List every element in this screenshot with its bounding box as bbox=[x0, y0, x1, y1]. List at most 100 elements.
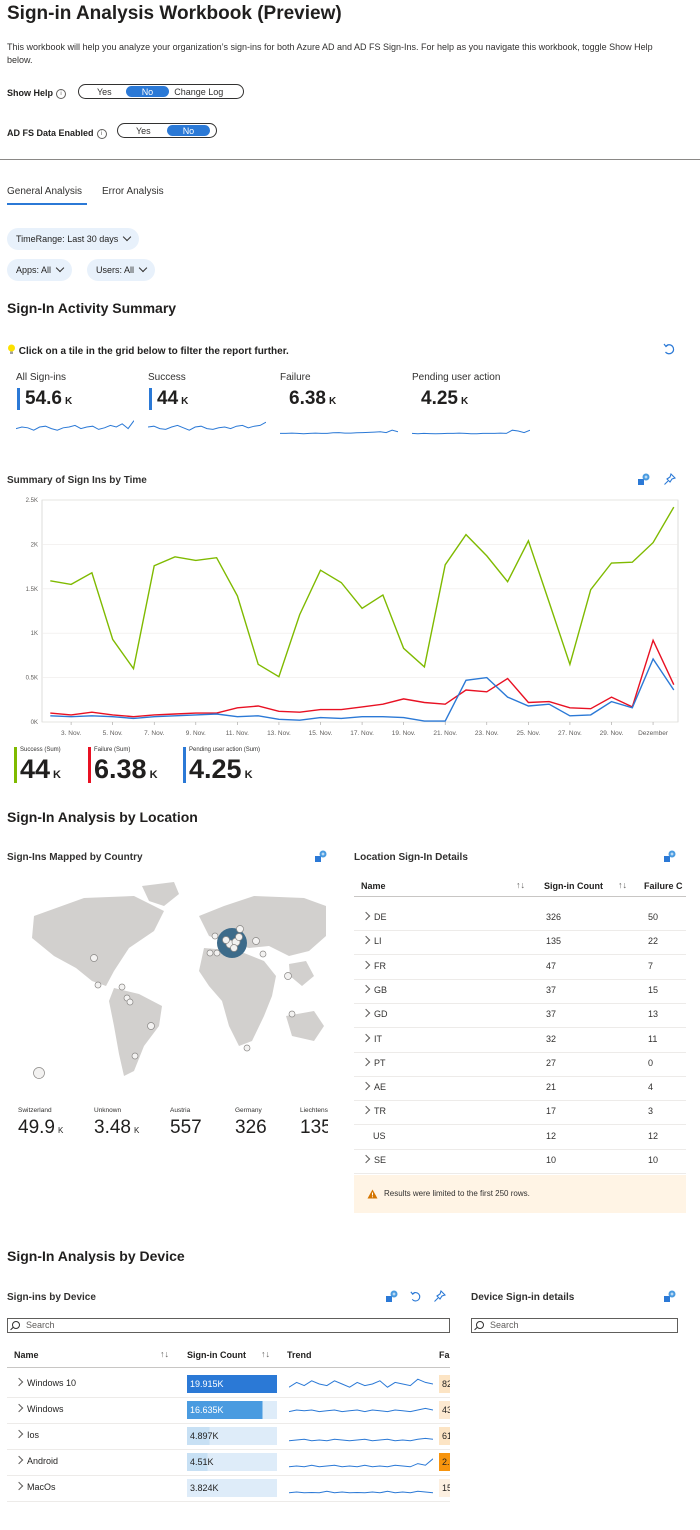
table-row[interactable]: GB 37 15 bbox=[354, 982, 686, 1004]
table-row[interactable]: DE 326 50 bbox=[354, 909, 686, 931]
table-row[interactable]: MacOs 3.824K 15 bbox=[7, 1477, 450, 1502]
table-row[interactable]: SE 10 10 bbox=[354, 1152, 686, 1174]
users-filter[interactable]: Users: All bbox=[87, 259, 156, 281]
analytics-icon[interactable] bbox=[385, 1290, 398, 1303]
device-table[interactable]: Name ↑↓ Sign-in Count ↑↓ Trend Fa Window… bbox=[7, 1343, 450, 1530]
row-divider bbox=[354, 1051, 686, 1053]
series-line-pending[interactable] bbox=[50, 657, 675, 722]
table-row[interactable]: Android 4.51K 2. bbox=[7, 1451, 450, 1476]
device-search-input[interactable]: Search bbox=[7, 1318, 450, 1333]
col-count-header[interactable]: Sign-in Count bbox=[544, 881, 603, 891]
col-name-header[interactable]: Name bbox=[361, 881, 386, 891]
undo-icon[interactable] bbox=[662, 342, 676, 356]
show-help-changelog[interactable]: Change Log bbox=[174, 87, 224, 97]
expand-chevron-icon[interactable] bbox=[361, 1033, 371, 1042]
expand-chevron-icon[interactable] bbox=[361, 1081, 371, 1091]
show-help-toggle[interactable]: Yes No Change Log bbox=[78, 84, 244, 99]
table-row[interactable]: Windows 10 19.915K 82 bbox=[7, 1373, 450, 1398]
table-row[interactable]: US 12 12 bbox=[354, 1128, 686, 1150]
tile-value-number: 6.38 bbox=[289, 388, 326, 409]
info-icon[interactable]: i bbox=[96, 128, 107, 139]
expand-chevron-icon[interactable] bbox=[361, 960, 371, 969]
x-tick-label: 25. Nov. bbox=[516, 730, 540, 737]
device-details-title: Device Sign-in details bbox=[471, 1292, 575, 1303]
expand-chevron-icon[interactable] bbox=[361, 984, 371, 994]
country-tile[interactable]: Liechtens 135 bbox=[300, 1107, 328, 1141]
col-name-header[interactable]: Name bbox=[14, 1350, 39, 1360]
expand-chevron-icon[interactable] bbox=[361, 1057, 371, 1067]
timerange-filter[interactable]: TimeRange: Last 30 days bbox=[7, 228, 140, 250]
country-tile[interactable]: Austria 557 bbox=[170, 1107, 240, 1141]
legend-value: 4.25 K bbox=[189, 754, 253, 785]
pin-icon[interactable] bbox=[663, 473, 676, 486]
pin-icon[interactable] bbox=[433, 1290, 446, 1303]
analytics-icon[interactable] bbox=[663, 1290, 676, 1303]
legend-item[interactable]: Pending user action (Sum) 4.25 K bbox=[183, 746, 278, 786]
expand-chevron-icon[interactable] bbox=[14, 1481, 24, 1491]
series-line-failure[interactable] bbox=[50, 638, 675, 718]
sort-icon[interactable]: ↑↓ bbox=[516, 880, 525, 890]
expand-chevron-icon[interactable] bbox=[361, 1008, 371, 1018]
table-row[interactable]: PT 27 0 bbox=[354, 1055, 686, 1077]
sort-icon[interactable]: ↑↓ bbox=[160, 1349, 169, 1359]
adfs-toggle[interactable]: Yes No bbox=[117, 123, 217, 138]
col-failure-header[interactable]: Fa bbox=[439, 1350, 450, 1360]
table-row[interactable]: GD 37 13 bbox=[354, 1006, 686, 1029]
legend-color-bar bbox=[183, 747, 186, 783]
series-line-success[interactable] bbox=[50, 506, 675, 678]
info-icon[interactable]: i bbox=[56, 88, 67, 99]
expand-chevron-icon[interactable] bbox=[14, 1377, 24, 1387]
analytics-icon[interactable] bbox=[314, 850, 327, 863]
apps-filter[interactable]: Apps: All bbox=[7, 259, 73, 281]
table-row[interactable]: IT 32 11 bbox=[354, 1031, 686, 1053]
undo-icon[interactable] bbox=[409, 1290, 422, 1303]
table-row[interactable]: TR 17 3 bbox=[354, 1103, 686, 1126]
analytics-icon[interactable] bbox=[637, 473, 650, 486]
country-tile[interactable]: Unknown 3.48 K bbox=[94, 1107, 164, 1141]
adfs-no[interactable]: No bbox=[166, 125, 211, 136]
country-tile[interactable]: Germany 326 bbox=[235, 1107, 305, 1141]
trend-sparkline bbox=[289, 1490, 433, 1494]
summary-tile[interactable]: Failure 6.38 K bbox=[280, 372, 402, 442]
summary-tile[interactable]: Pending user action 4.25 K bbox=[412, 372, 534, 442]
sort-icon[interactable]: ↑↓ bbox=[618, 880, 627, 890]
analytics-icon[interactable] bbox=[663, 850, 676, 863]
expand-chevron-icon[interactable] bbox=[14, 1429, 24, 1439]
tile-value-unit: K bbox=[460, 396, 469, 407]
sort-icon[interactable]: ↑↓ bbox=[261, 1349, 270, 1359]
legend-item[interactable]: Failure (Sum) 6.38 K bbox=[88, 746, 183, 786]
col-count-header[interactable]: Sign-in Count bbox=[187, 1350, 246, 1360]
page-title: Sign-in Analysis Workbook (Preview) bbox=[7, 3, 342, 24]
tab-error-analysis[interactable]: Error Analysis bbox=[102, 186, 164, 197]
world-map[interactable] bbox=[14, 876, 334, 1086]
location-table[interactable]: Name ↑↓ Sign-in Count ↑↓ Failure C DE 326… bbox=[354, 875, 686, 1177]
expand-chevron-icon[interactable] bbox=[361, 936, 371, 945]
table-row[interactable]: Windows 16.635K 43 bbox=[7, 1399, 450, 1424]
col-trend-header[interactable]: Trend bbox=[287, 1350, 312, 1360]
expand-chevron-icon[interactable] bbox=[361, 1106, 371, 1115]
expand-chevron-icon[interactable] bbox=[14, 1455, 24, 1465]
legend-item[interactable]: Success (Sum) 44 K bbox=[14, 746, 109, 786]
show-help-yes[interactable]: Yes bbox=[97, 87, 112, 97]
table-row[interactable]: FR 47 7 bbox=[354, 958, 686, 980]
device-details-search-input[interactable]: Search bbox=[471, 1318, 678, 1333]
active-tab-indicator bbox=[7, 203, 87, 205]
device-search-placeholder: Search bbox=[26, 1320, 55, 1330]
adfs-yes[interactable]: Yes bbox=[136, 126, 151, 136]
col-failure-header[interactable]: Failure C bbox=[644, 881, 683, 891]
show-help-no[interactable]: No bbox=[125, 86, 170, 97]
summary-tile[interactable]: All Sign-ins 54.6 K bbox=[16, 372, 138, 442]
country-tile[interactable]: Switzerland 49.9 K bbox=[18, 1107, 88, 1141]
expand-chevron-icon[interactable] bbox=[361, 1154, 371, 1164]
sparkline bbox=[412, 429, 530, 435]
table-row[interactable]: LI 135 22 bbox=[354, 933, 686, 956]
tab-general-analysis[interactable]: General Analysis bbox=[7, 186, 83, 197]
row-name: MacOs bbox=[27, 1482, 56, 1492]
table-row[interactable]: AE 21 4 bbox=[354, 1079, 686, 1102]
expand-chevron-icon[interactable] bbox=[14, 1403, 24, 1413]
expand-chevron-icon[interactable] bbox=[361, 911, 371, 921]
table-row[interactable]: Ios 4.897K 61 bbox=[7, 1425, 450, 1450]
show-help-label-text: Show Help bbox=[7, 88, 54, 98]
summary-tile[interactable]: Success 44 K bbox=[148, 372, 270, 442]
row-failure: 10 bbox=[648, 1155, 659, 1165]
